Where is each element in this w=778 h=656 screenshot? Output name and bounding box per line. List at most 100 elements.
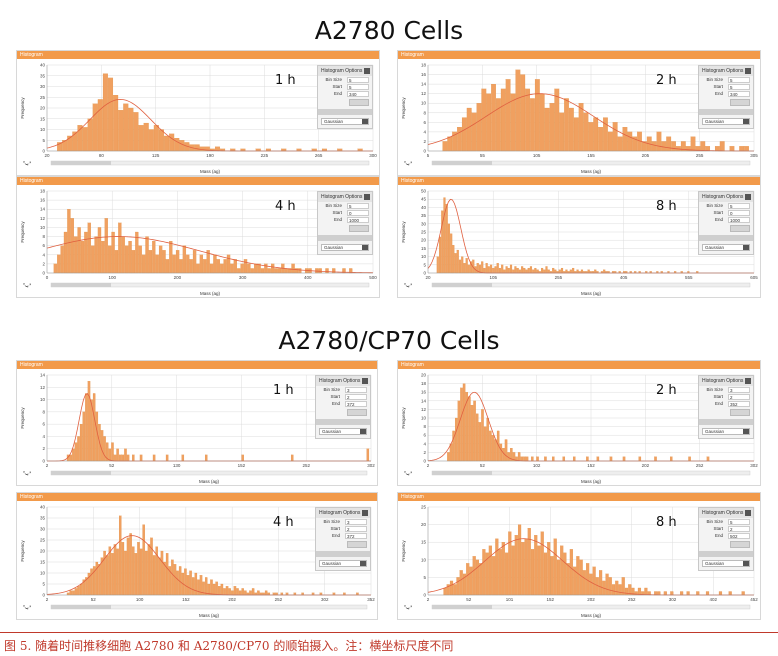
histogram-options-box[interactable]: Histogram Options Bin Size 3 Start 2 End 352 Ga…: [698, 375, 754, 439]
histogram-options-box[interactable]: Histogram Options Bin Size 3 Start 2 End 372 Ga…: [315, 375, 371, 439]
histogram-bar: [60, 245, 64, 274]
scrollbar-thumb[interactable]: [51, 283, 111, 287]
histogram-bar: [470, 404, 474, 462]
end-input[interactable]: 1000: [347, 216, 369, 223]
y-tick-label: 5: [42, 138, 45, 143]
zoom-controls-icon[interactable]: ⤡⤢: [23, 471, 31, 477]
y-tick-label: 35: [421, 213, 427, 218]
bin-size-input[interactable]: 5: [728, 202, 750, 209]
end-input[interactable]: 340: [728, 90, 750, 97]
apply-button[interactable]: [730, 225, 750, 232]
end-input[interactable]: 372: [345, 532, 367, 539]
histogram-bar: [213, 254, 217, 274]
zoom-controls-icon[interactable]: ⤡⤢: [23, 283, 31, 289]
close-icon[interactable]: [364, 68, 370, 74]
histogram-bar: [505, 552, 509, 596]
bin-size-input[interactable]: 5: [728, 518, 750, 525]
start-input[interactable]: 2: [728, 393, 750, 400]
fit-select[interactable]: Gaussian: [702, 244, 750, 251]
close-icon[interactable]: [364, 194, 370, 200]
chevron-down-icon: [743, 561, 749, 566]
bin-size-label: Bin Size: [706, 387, 723, 392]
fit-select[interactable]: Gaussian: [319, 560, 367, 567]
zoom-controls-icon[interactable]: ⤡⤢: [404, 283, 412, 289]
start-input[interactable]: 2: [345, 393, 367, 400]
end-input[interactable]: 372: [345, 400, 367, 407]
histogram-options-box[interactable]: Histogram Options Bin Size 5 Start 5 End 340 Ga…: [317, 65, 373, 129]
bin-size-input[interactable]: 3: [345, 518, 367, 525]
zoom-controls-icon[interactable]: ⤡⤢: [404, 161, 412, 167]
histogram-bar: [148, 250, 153, 274]
end-row: End 340: [699, 90, 753, 97]
start-input[interactable]: 5: [347, 83, 369, 90]
zoom-controls-icon[interactable]: ⤡⤢: [23, 161, 31, 167]
fit-select[interactable]: Gaussian: [702, 560, 750, 567]
apply-button[interactable]: [347, 409, 367, 416]
scrollbar-thumb[interactable]: [51, 161, 111, 165]
histogram-bar: [486, 417, 489, 462]
bin-size-input[interactable]: 3: [728, 386, 750, 393]
histogram-bar: [458, 259, 462, 274]
fit-select[interactable]: Gaussian: [702, 118, 750, 125]
close-icon[interactable]: [745, 378, 751, 384]
scrollbar-thumb[interactable]: [432, 161, 492, 165]
bin-size-input[interactable]: 3: [345, 386, 367, 393]
histogram-bar: [603, 269, 606, 274]
scrollbar-thumb[interactable]: [432, 471, 492, 475]
histogram-options-box[interactable]: Histogram Options Bin Size 5 Start 0 End 1000 G…: [698, 191, 754, 255]
histogram-bar: [184, 568, 187, 596]
start-input[interactable]: 5: [728, 83, 750, 90]
x-tick-label: 52: [109, 463, 115, 468]
apply-button[interactable]: [730, 99, 750, 106]
end-row: End 502: [699, 532, 753, 539]
apply-button[interactable]: [347, 541, 367, 548]
apply-button[interactable]: [349, 99, 369, 106]
end-input[interactable]: 502: [728, 532, 750, 539]
x-tick-label: 302: [669, 597, 677, 602]
fit-select[interactable]: Gaussian: [702, 428, 750, 435]
y-tick-label: 15: [40, 560, 46, 565]
close-icon[interactable]: [745, 510, 751, 516]
start-input[interactable]: 2: [345, 525, 367, 532]
bin-size-input[interactable]: 5: [728, 76, 750, 83]
x-tick-label: 20: [44, 153, 50, 158]
fit-select[interactable]: Gaussian: [319, 428, 367, 435]
zoom-controls-icon[interactable]: ⤡⤢: [23, 605, 31, 611]
y-tick-label: 15: [40, 116, 46, 121]
histogram-options-box[interactable]: Histogram Options Bin Size 5 Start 5 End 340 Ga…: [698, 65, 754, 129]
close-icon[interactable]: [745, 194, 751, 200]
scrollbar-thumb[interactable]: [51, 605, 111, 609]
apply-button[interactable]: [730, 541, 750, 548]
histogram-bar: [544, 456, 547, 462]
histogram-bar: [445, 204, 448, 274]
end-input[interactable]: 340: [347, 90, 369, 97]
close-icon[interactable]: [362, 510, 368, 516]
zoom-controls-icon[interactable]: ⤡⤢: [404, 471, 412, 477]
histogram-options-box[interactable]: Histogram Options Bin Size 5 Start 2 End 502 Ga…: [698, 507, 754, 571]
histogram-bar: [521, 542, 525, 596]
end-input[interactable]: 352: [728, 400, 750, 407]
bin-size-input[interactable]: 5: [347, 76, 369, 83]
scrollbar-thumb[interactable]: [51, 471, 111, 475]
scrollbar-thumb[interactable]: [432, 605, 492, 609]
histogram-bar: [534, 267, 537, 274]
histogram-options-box[interactable]: Histogram Options Bin Size 3 Start 2 End 372 Ga…: [315, 507, 371, 571]
scrollbar-thumb[interactable]: [432, 283, 492, 287]
fit-select[interactable]: Gaussian: [321, 118, 369, 125]
histogram-bar: [465, 258, 468, 274]
start-input[interactable]: 0: [728, 209, 750, 216]
histogram-bar: [79, 424, 83, 462]
close-icon[interactable]: [745, 68, 751, 74]
apply-button[interactable]: [349, 225, 369, 232]
end-input[interactable]: 1000: [728, 216, 750, 223]
histogram-options-box[interactable]: Histogram Options Bin Size 5 Start 0 End 1000 G…: [317, 191, 373, 255]
zoom-controls-icon[interactable]: ⤡⤢: [404, 605, 412, 611]
apply-button[interactable]: [730, 409, 750, 416]
bin-size-input[interactable]: 5: [347, 202, 369, 209]
start-input[interactable]: 0: [347, 209, 369, 216]
fit-select[interactable]: Gaussian: [321, 244, 369, 251]
histogram-bar: [552, 267, 555, 274]
start-input[interactable]: 2: [728, 525, 750, 532]
y-tick-label: 40: [421, 205, 427, 210]
close-icon[interactable]: [362, 378, 368, 384]
